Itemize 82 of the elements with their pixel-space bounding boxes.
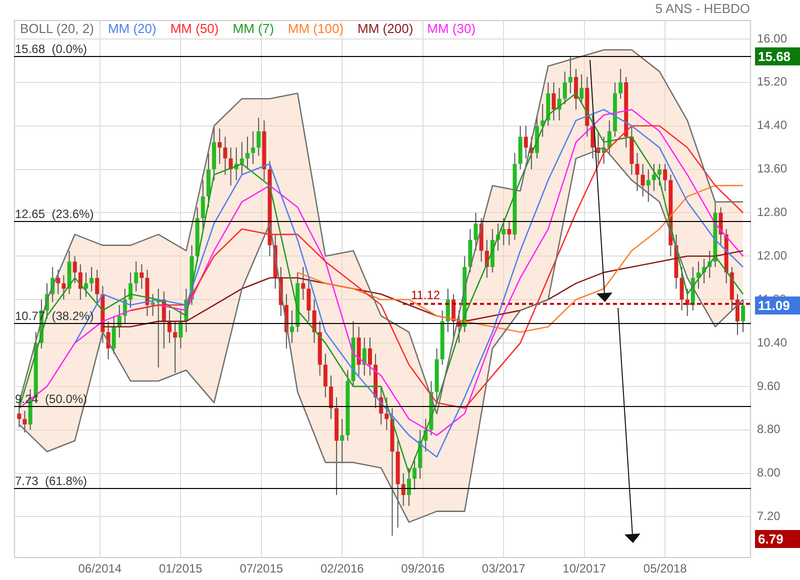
candlestick <box>618 68 623 100</box>
y-tick-label: 15.20 <box>757 74 788 89</box>
y-tick-label: 12.80 <box>757 205 788 220</box>
candlestick <box>735 294 740 336</box>
y-tick-label: 8.00 <box>757 466 781 480</box>
y-tick-label: 15.68 <box>758 48 791 64</box>
candlestick <box>552 82 556 121</box>
y-tick-label: 12.00 <box>757 248 788 262</box>
candlestick <box>256 117 261 156</box>
candlestick <box>406 467 411 506</box>
candlestick <box>150 294 155 316</box>
x-tick-label: 02/2016 <box>320 562 364 576</box>
y-tick-label: 9.60 <box>757 378 781 393</box>
ref-line-label: 15.68 (0.0%) <box>15 42 88 56</box>
candlestick <box>412 456 417 490</box>
candlestick <box>140 264 144 290</box>
candlestick <box>223 136 228 176</box>
x-tick-label: 05/2018 <box>643 562 688 576</box>
candlestick <box>474 212 478 252</box>
text: MM (100) <box>288 21 344 36</box>
y-tick-label: 11.09 <box>758 298 790 314</box>
candlestick <box>646 168 650 202</box>
candlestick <box>22 410 27 434</box>
candlestick <box>658 163 662 186</box>
candlestick <box>323 353 328 398</box>
candlestick <box>562 71 567 105</box>
candlestick <box>568 56 572 94</box>
x-tick-label: 03/2017 <box>482 562 526 576</box>
y-tick-label: 13.60 <box>757 162 788 176</box>
candlestick <box>652 163 656 192</box>
text: 5 ANS - HEBDO <box>655 1 750 16</box>
candlestick <box>200 180 205 230</box>
text: MM (30) <box>427 21 476 36</box>
candlestick <box>251 130 256 164</box>
candlestick <box>502 218 506 246</box>
annotation: 11.12 <box>410 288 440 302</box>
candlestick <box>173 320 178 374</box>
candlestick <box>663 163 668 192</box>
x-tick-label: 09/2016 <box>401 562 445 576</box>
text: MM (7) <box>232 21 274 36</box>
candlestick <box>580 74 584 105</box>
candlestick <box>635 152 640 192</box>
candlestick <box>112 315 116 354</box>
x-tick-label: 07/2015 <box>240 562 284 576</box>
x-tick-label: 06/2014 <box>78 562 122 576</box>
candlestick <box>524 125 528 159</box>
candlestick <box>245 136 250 170</box>
candlestick <box>507 220 512 246</box>
candlestick <box>17 402 22 428</box>
candlestick <box>240 142 244 176</box>
candlestick <box>368 337 372 376</box>
candlestick <box>290 310 294 344</box>
candlestick <box>340 418 344 463</box>
candlestick <box>218 128 222 164</box>
text: MM (50) <box>170 21 219 36</box>
y-tick-label: 16.00 <box>757 31 788 46</box>
y-tick-label: 8.80 <box>757 422 781 436</box>
candlestick <box>62 274 66 300</box>
candlestick <box>680 266 684 311</box>
candlestick <box>384 396 389 430</box>
candlestick <box>301 266 306 300</box>
x-tick-label: 01/2015 <box>158 562 203 576</box>
text: BOLL (20, 2) <box>20 21 94 36</box>
candlestick <box>306 277 311 322</box>
candlestick <box>84 272 88 298</box>
y-tick-label: 14.40 <box>757 118 788 132</box>
y-tick-label: 7.20 <box>757 509 781 524</box>
candlestick <box>328 375 333 420</box>
candlestick <box>90 266 94 292</box>
candlestick <box>134 261 138 292</box>
ref-line-label: 12.65 (23.6%) <box>15 206 94 221</box>
candlestick <box>640 163 645 197</box>
ref-line-label: 7.73 (61.8%) <box>15 474 88 488</box>
text: MM (20) <box>108 21 156 36</box>
candlestick <box>741 299 746 333</box>
candlestick <box>56 269 60 295</box>
candlestick <box>72 256 77 284</box>
text: MM (200) <box>358 21 414 36</box>
y-tick-label: 10.40 <box>757 335 788 350</box>
x-tick-label: 10/2017 <box>562 562 606 576</box>
candlestick <box>401 472 406 506</box>
y-tick-label: 6.79 <box>758 532 784 547</box>
